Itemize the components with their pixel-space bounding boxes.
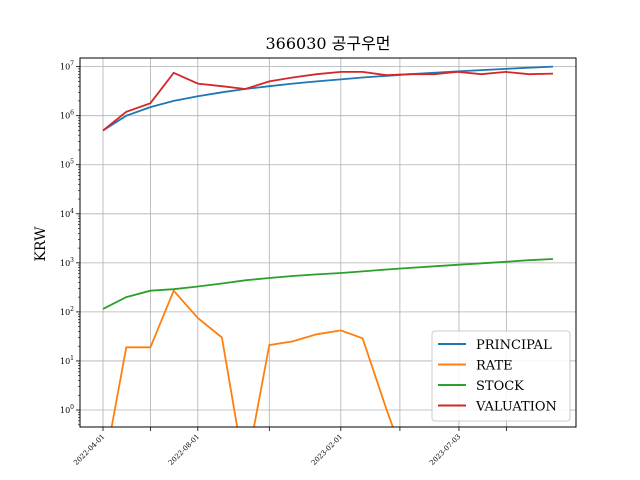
y-axis-label: KRW	[33, 226, 49, 262]
x-tick-label: 2022-08-01	[167, 433, 201, 467]
x-tick-label: 2023-02-01	[310, 433, 344, 467]
x-tick-label: 2023-07-03	[428, 433, 462, 467]
y-tick-label: 104	[60, 208, 74, 219]
legend-box	[431, 330, 571, 422]
legend: PRINCIPAL RATE STOCK VALUATION	[431, 330, 571, 422]
series-line-valuation	[102, 70, 554, 132]
legend-label: PRINCIPAL	[476, 338, 552, 353]
legend-label: RATE	[476, 359, 513, 374]
y-tick-label: 100	[60, 404, 74, 415]
y-tick-label: 102	[60, 306, 74, 317]
y-tick-label: 101	[60, 355, 74, 366]
legend-label: VALUATION	[475, 400, 557, 415]
series-line-principal	[102, 65, 554, 132]
plot-frame	[79, 57, 577, 428]
y-tick-label: 106	[60, 110, 74, 121]
series-lines	[102, 65, 554, 427]
legend-label: STOCK	[476, 379, 524, 394]
y-tick-label: 107	[60, 61, 74, 72]
chart-title: 366030 공구우먼	[265, 34, 390, 53]
series-line-stock	[102, 258, 554, 310]
grid	[80, 58, 576, 427]
series-line-rate	[110, 289, 394, 427]
y-tick-label: 103	[60, 257, 74, 268]
y-tick-label: 105	[60, 159, 74, 170]
x-tick-label: 2022-04-01	[72, 433, 106, 467]
